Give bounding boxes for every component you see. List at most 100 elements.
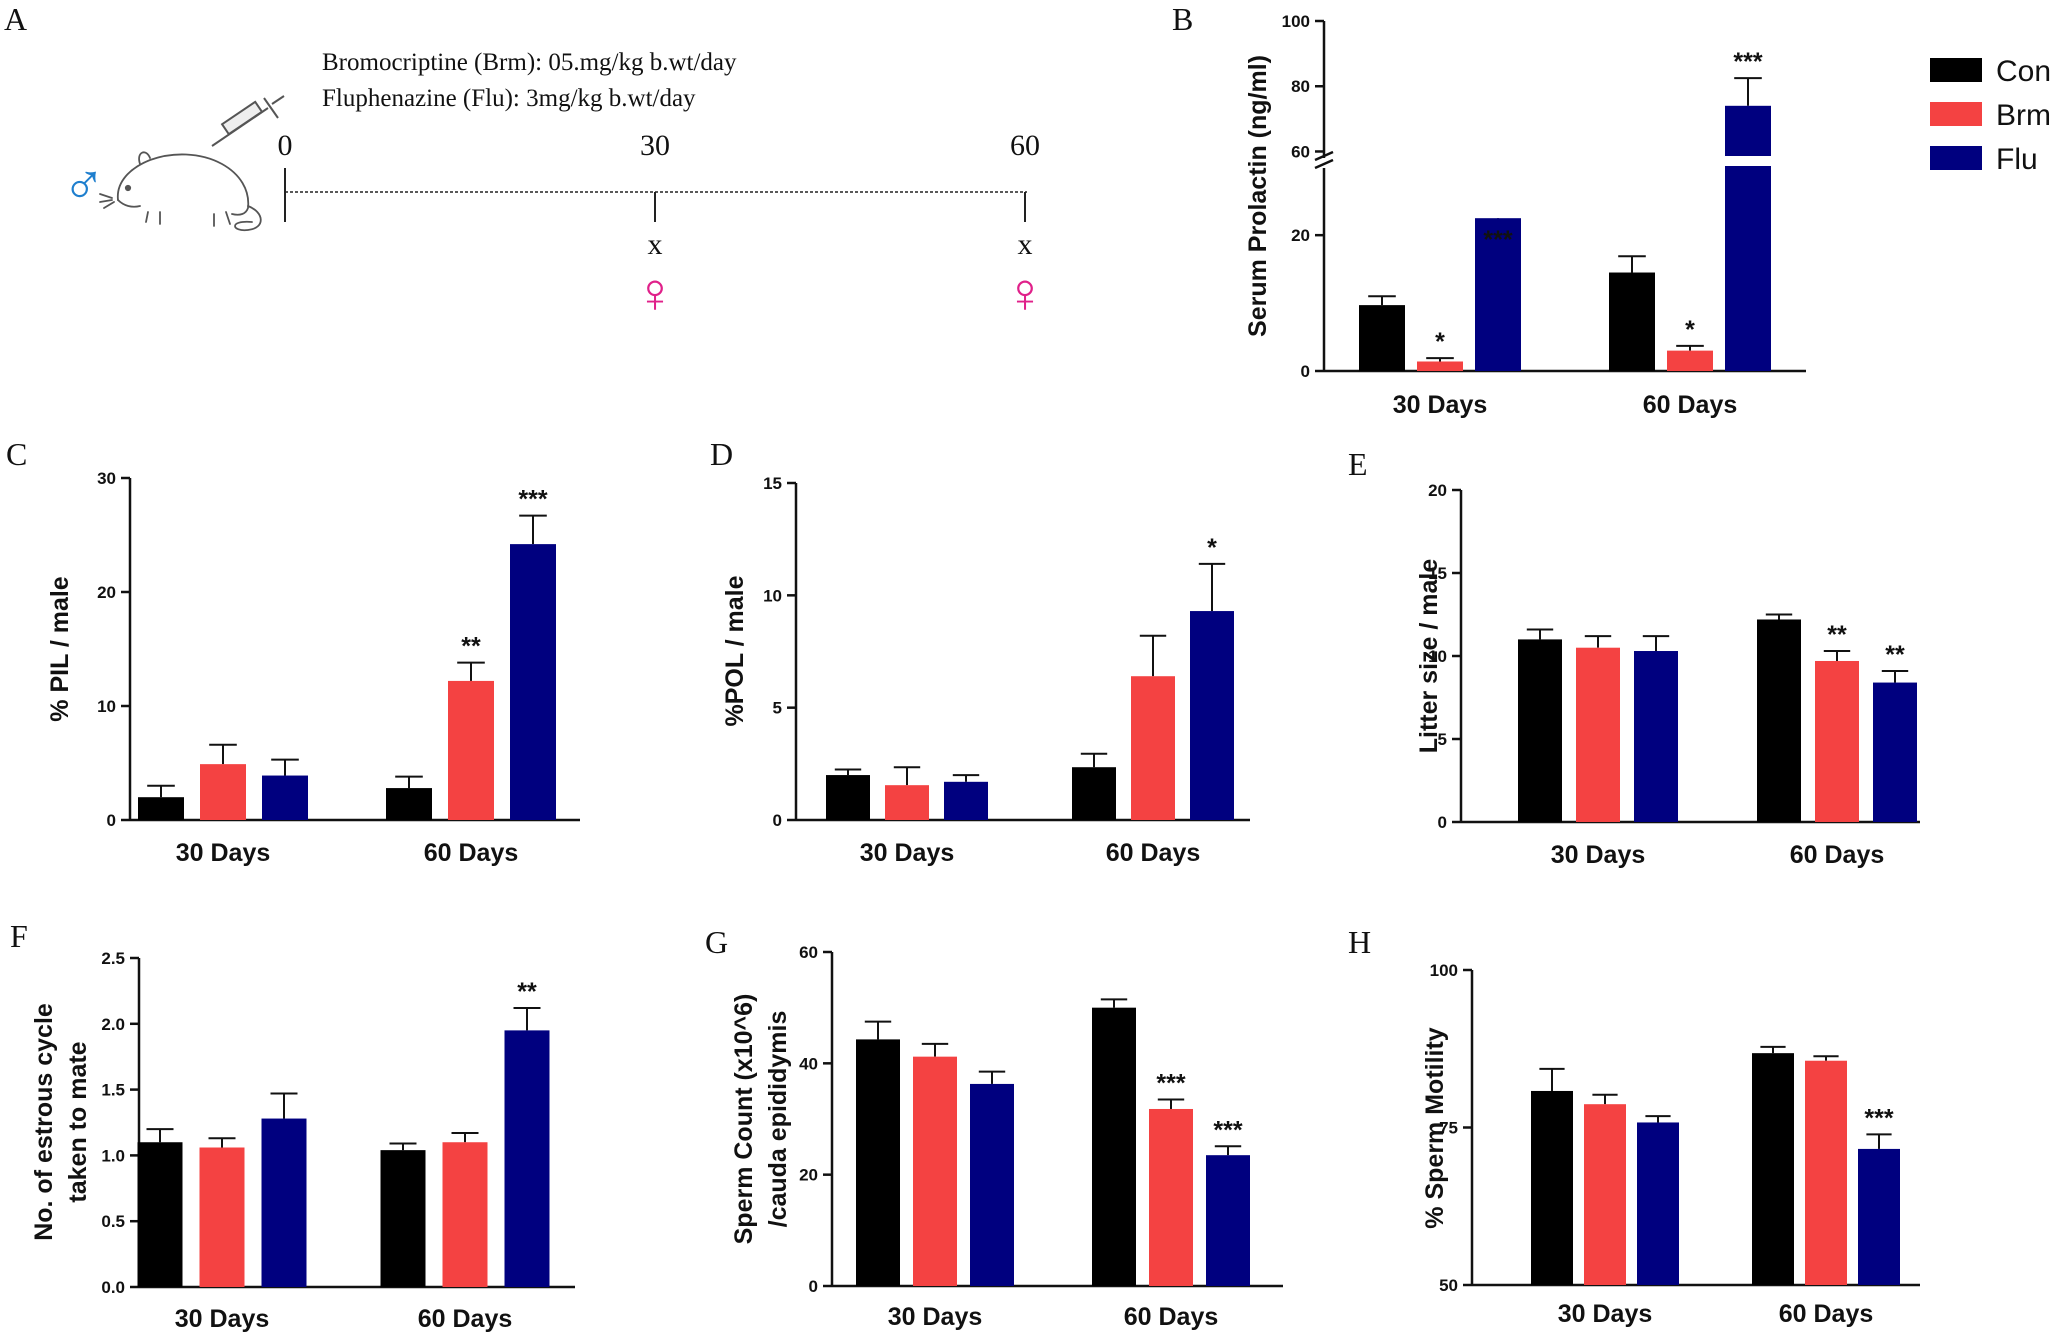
y-tick-label: 80 [1291, 77, 1310, 96]
bar-brm-60-days [1667, 350, 1713, 371]
timeline-label-0: 0 [278, 129, 293, 162]
bar-flu-30-days [944, 781, 988, 820]
y-axis-title-line: taken to mate [64, 1041, 92, 1202]
bar-con-60-days [1757, 619, 1801, 822]
female-symbol-icon: ♀ [634, 261, 676, 324]
rat-icon [99, 151, 262, 232]
chart-panel-h: H 50 75 100 % Sperm Motility 30 Days 60 Days **… [1348, 924, 1920, 1328]
bar-brm-60-days [1149, 1108, 1193, 1286]
category-label: 60 Days [1643, 391, 1738, 419]
y-tick-label: 15 [1428, 564, 1447, 583]
legend: Con Brm Flu [1930, 55, 2051, 176]
y-tick-label: 30 [97, 469, 116, 488]
significance-label: ** [1885, 641, 1905, 669]
bar-flu-30-days [1475, 218, 1521, 371]
category-label: 60 Days [1790, 841, 1885, 869]
y-tick-label: 2.5 [101, 949, 125, 968]
y-axis-title: % PIL / male [46, 576, 74, 722]
significance-label: *** [1864, 1104, 1893, 1132]
mating-mark-60: x [1018, 228, 1033, 261]
female-symbol-icon: ♀ [1004, 261, 1046, 324]
bar-brm-60-days [442, 1142, 488, 1287]
y-tick-label: 100 [1282, 12, 1310, 31]
panel-letter-e: E [1348, 446, 1368, 482]
y-axis-title-line: /cauda epididymis [764, 1011, 792, 1228]
panel-letter-h: H [1348, 924, 1371, 960]
bar-brm-60-days [448, 680, 494, 820]
significance-label: *** [1213, 1116, 1242, 1144]
bar-con-30-days [826, 775, 870, 820]
category-label: 30 Days [1393, 391, 1488, 419]
bar-con-30-days [856, 1039, 900, 1286]
y-tick-label: 0 [107, 811, 116, 830]
bar-brm-30-days [1576, 647, 1620, 822]
bar-brm-30-days [1584, 1104, 1626, 1285]
bar-brm-30-days [885, 785, 929, 820]
y-tick-label: 5 [1438, 730, 1447, 749]
bar-flu-30-days [1634, 651, 1678, 822]
y-axis-title: No. of estrous cycle taken to mate [30, 1003, 92, 1241]
panel-letter-b: B [1172, 1, 1193, 37]
chart-panel-d: D 0 5 10 15 %POL / male 30 Days 60 Days * [710, 436, 1250, 867]
y-tick-label: 60 [799, 943, 818, 962]
mating-mark-30: x [648, 228, 663, 261]
y-tick-label: 20 [1428, 481, 1447, 500]
timeline-label-60: 60 [1010, 129, 1040, 162]
category-label: 60 Days [418, 1305, 513, 1333]
y-tick-label: 40 [799, 1054, 818, 1073]
bar-flu-60-days [504, 1030, 550, 1287]
category-label: 60 Days [1779, 1300, 1874, 1328]
category-label: 30 Days [1551, 841, 1646, 869]
bar-brm-30-days [200, 764, 246, 820]
category-label: 30 Days [888, 1303, 983, 1331]
chart-panel-f: F 0.0 0.5 1.0 1.5 2.0 2.5 No. of estrous cycle t… [10, 918, 575, 1333]
axis-break-mark [1314, 158, 1334, 170]
chart-panel-b: B 0 20 60 80 100 Serum Prolactin (ng/ml) 30 Day… [1172, 1, 1806, 419]
significance-label: ** [461, 633, 481, 661]
panel-letter-a: A [4, 1, 27, 37]
y-tick-label: 2.0 [101, 1015, 125, 1034]
bar-con-60-days [1609, 272, 1655, 371]
bar-flu-60-days [1206, 1155, 1250, 1286]
y-tick-label: 0.5 [101, 1212, 125, 1231]
timeline-label-30: 30 [640, 129, 670, 162]
y-axis-title: Sperm Count (x10^6)/cauda epididymis [730, 994, 792, 1245]
bar-flu-60-days [1725, 105, 1771, 372]
bar-brm-60-days [1805, 1060, 1847, 1285]
bar-brm-60-days [1131, 676, 1175, 820]
significance-label: *** [1483, 226, 1512, 254]
y-axis-title: Litter size / male [1415, 559, 1443, 754]
bar-con-30-days [1359, 305, 1405, 371]
y-axis-title: %POL / male [721, 575, 749, 726]
y-axis-title: Serum Prolactin (ng/ml) [1244, 55, 1272, 337]
legend-label-flu: Flu [1996, 143, 2038, 176]
y-tick-label: 0 [809, 1277, 818, 1296]
category-label: 60 Days [424, 839, 519, 867]
y-tick-label: 5 [773, 699, 782, 718]
y-tick-label: 1.0 [101, 1146, 125, 1165]
category-label: 30 Days [175, 1305, 270, 1333]
significance-label: * [1435, 328, 1445, 356]
chart-panel-g: G 0 20 40 60 Sperm Count (x10^6)/cauda epidid… [705, 924, 1283, 1331]
y-tick-label: 75 [1439, 1119, 1458, 1138]
y-tick-label: 1.5 [101, 1081, 125, 1100]
y-tick-label: 10 [1428, 647, 1447, 666]
y-tick-label: 10 [97, 697, 116, 716]
y-tick-label: 20 [97, 583, 116, 602]
bar-con-60-days [1092, 1007, 1136, 1286]
legend-label-con: Con [1996, 55, 2051, 88]
y-tick-label: 0 [1438, 813, 1447, 832]
male-symbol-icon: ♂ [62, 150, 106, 215]
y-axis-title: % Sperm Motility [1421, 1027, 1449, 1229]
significance-label: ** [517, 978, 537, 1006]
axis-break-mark [1314, 150, 1334, 162]
bar-flu-60-days [1858, 1148, 1900, 1285]
dose-line-bromocriptine: Bromocriptine (Brm): 05.mg/kg b.wt/day [322, 49, 737, 76]
y-tick-label: 60 [1291, 142, 1310, 161]
category-label: 30 Days [1558, 1300, 1653, 1328]
bar-flu-30-days [970, 1083, 1014, 1286]
bar-brm-60-days [1815, 660, 1859, 822]
bar-flu-30-days [1637, 1122, 1679, 1285]
bar-flu-60-days [510, 544, 556, 820]
